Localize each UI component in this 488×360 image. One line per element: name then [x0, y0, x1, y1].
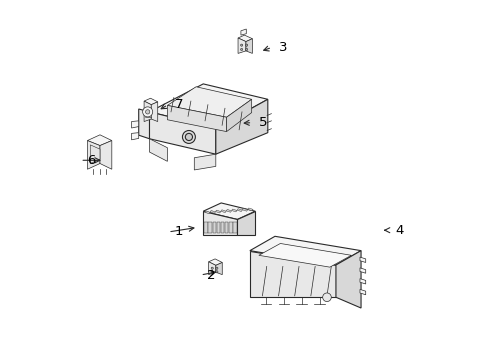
Circle shape	[240, 48, 242, 50]
Bar	[216, 222, 220, 233]
Circle shape	[215, 271, 218, 273]
Polygon shape	[258, 243, 351, 267]
Polygon shape	[131, 121, 139, 128]
Polygon shape	[237, 209, 242, 212]
Polygon shape	[151, 102, 158, 122]
Circle shape	[240, 44, 242, 46]
Polygon shape	[144, 101, 151, 122]
Circle shape	[215, 267, 218, 269]
Polygon shape	[167, 105, 226, 132]
Text: 1: 1	[174, 225, 183, 238]
Polygon shape	[144, 98, 158, 105]
Polygon shape	[208, 259, 222, 265]
Circle shape	[245, 48, 247, 50]
Bar	[220, 222, 224, 233]
Polygon shape	[90, 145, 100, 163]
Circle shape	[322, 293, 330, 302]
Polygon shape	[210, 211, 215, 213]
Polygon shape	[139, 109, 149, 139]
Polygon shape	[149, 84, 267, 128]
Bar	[233, 222, 236, 233]
Bar	[212, 222, 216, 233]
Polygon shape	[359, 279, 365, 284]
Polygon shape	[245, 39, 252, 53]
Bar	[208, 222, 212, 233]
Polygon shape	[231, 209, 237, 212]
Polygon shape	[100, 140, 112, 169]
Polygon shape	[359, 289, 365, 295]
Polygon shape	[149, 139, 167, 161]
Bar	[224, 222, 228, 233]
Polygon shape	[249, 251, 335, 297]
Text: 7: 7	[174, 98, 183, 111]
Polygon shape	[215, 210, 221, 213]
Polygon shape	[238, 35, 252, 41]
Circle shape	[245, 44, 247, 46]
Polygon shape	[241, 29, 246, 35]
Text: 5: 5	[258, 116, 267, 129]
Polygon shape	[359, 257, 365, 262]
Circle shape	[142, 107, 152, 117]
Polygon shape	[242, 208, 247, 211]
Polygon shape	[131, 133, 139, 140]
Polygon shape	[359, 268, 365, 273]
Bar	[204, 222, 207, 233]
Polygon shape	[87, 135, 112, 145]
Text: 2: 2	[206, 269, 215, 282]
Polygon shape	[203, 203, 255, 220]
Circle shape	[185, 134, 192, 140]
Polygon shape	[204, 211, 210, 214]
Circle shape	[145, 110, 149, 114]
Polygon shape	[238, 38, 245, 53]
Circle shape	[211, 267, 213, 269]
Polygon shape	[215, 99, 267, 154]
Polygon shape	[215, 262, 222, 275]
Polygon shape	[226, 99, 251, 132]
Polygon shape	[247, 208, 253, 211]
Circle shape	[211, 271, 213, 273]
Polygon shape	[87, 140, 100, 169]
Polygon shape	[249, 236, 360, 265]
Polygon shape	[167, 87, 251, 117]
Text: 4: 4	[394, 224, 403, 237]
Polygon shape	[221, 210, 226, 213]
Polygon shape	[335, 251, 360, 308]
Polygon shape	[203, 211, 237, 234]
Bar	[228, 222, 232, 233]
Polygon shape	[237, 211, 255, 234]
Circle shape	[182, 131, 195, 143]
Polygon shape	[226, 210, 231, 212]
Polygon shape	[149, 112, 215, 154]
Text: 6: 6	[86, 154, 95, 167]
Polygon shape	[208, 262, 215, 275]
Text: 3: 3	[278, 41, 286, 54]
Polygon shape	[194, 154, 215, 170]
